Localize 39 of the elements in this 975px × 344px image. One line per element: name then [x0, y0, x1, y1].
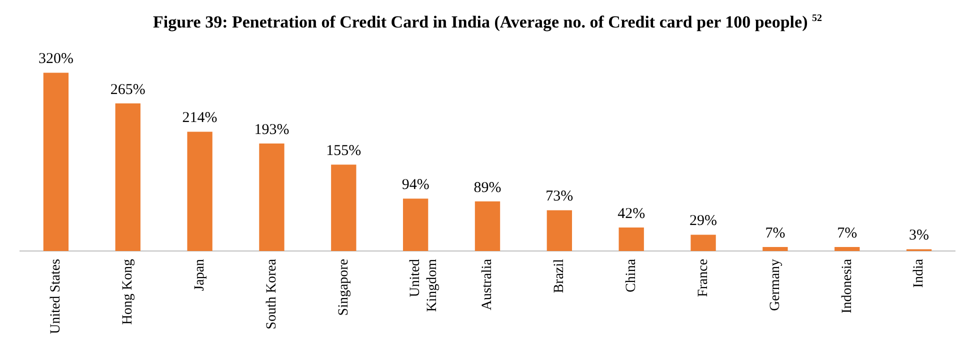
data-label: 193%: [254, 122, 290, 138]
x-tick-label: Germany: [768, 258, 783, 312]
bar: [259, 143, 284, 251]
data-label: 29%: [690, 213, 718, 230]
data-label: 214%: [182, 110, 218, 126]
bar: [187, 132, 212, 251]
chart-title: Figure 39: Penetration of Credit Card in India (Average no. of Credit card per 100 people) $^{52}$: [152, 12, 823, 34]
data-label: 3%: [909, 228, 930, 244]
bar: [546, 210, 572, 251]
x-tick-label: Australia: [480, 258, 496, 310]
bar: [331, 164, 356, 251]
bar: [115, 103, 140, 251]
data-label: 7%: [837, 225, 858, 242]
bar: [834, 247, 860, 251]
data-label: 89%: [474, 180, 502, 196]
x-tick-label: China: [624, 258, 640, 292]
bar: [402, 198, 428, 251]
bar: [474, 201, 500, 251]
x-tick-label: Singapore: [336, 258, 352, 316]
x-tick-label: Japan: [192, 258, 208, 291]
x-tick-label: Indonesia: [840, 258, 855, 314]
x-tick-label: United States: [48, 258, 64, 334]
data-label: 265%: [110, 82, 146, 98]
x-tick-label: India: [912, 258, 927, 288]
x-tick-label: Brazil: [552, 258, 568, 294]
x-tick-label: United Kingdom: [408, 258, 440, 312]
data-label: 155%: [326, 143, 362, 160]
data-label: 42%: [618, 206, 646, 222]
data-label: 94%: [402, 177, 430, 194]
data-label: 7%: [765, 225, 786, 242]
bar: [762, 247, 788, 251]
x-tick-label: South Korea: [264, 258, 280, 330]
bar: [618, 228, 644, 251]
data-label: 320%: [38, 51, 74, 68]
bar: [43, 72, 69, 251]
x-tick-label: France: [696, 258, 711, 298]
bar: [690, 234, 716, 251]
data-label: 73%: [546, 188, 574, 205]
x-tick-label: Hong Kong: [120, 258, 136, 325]
